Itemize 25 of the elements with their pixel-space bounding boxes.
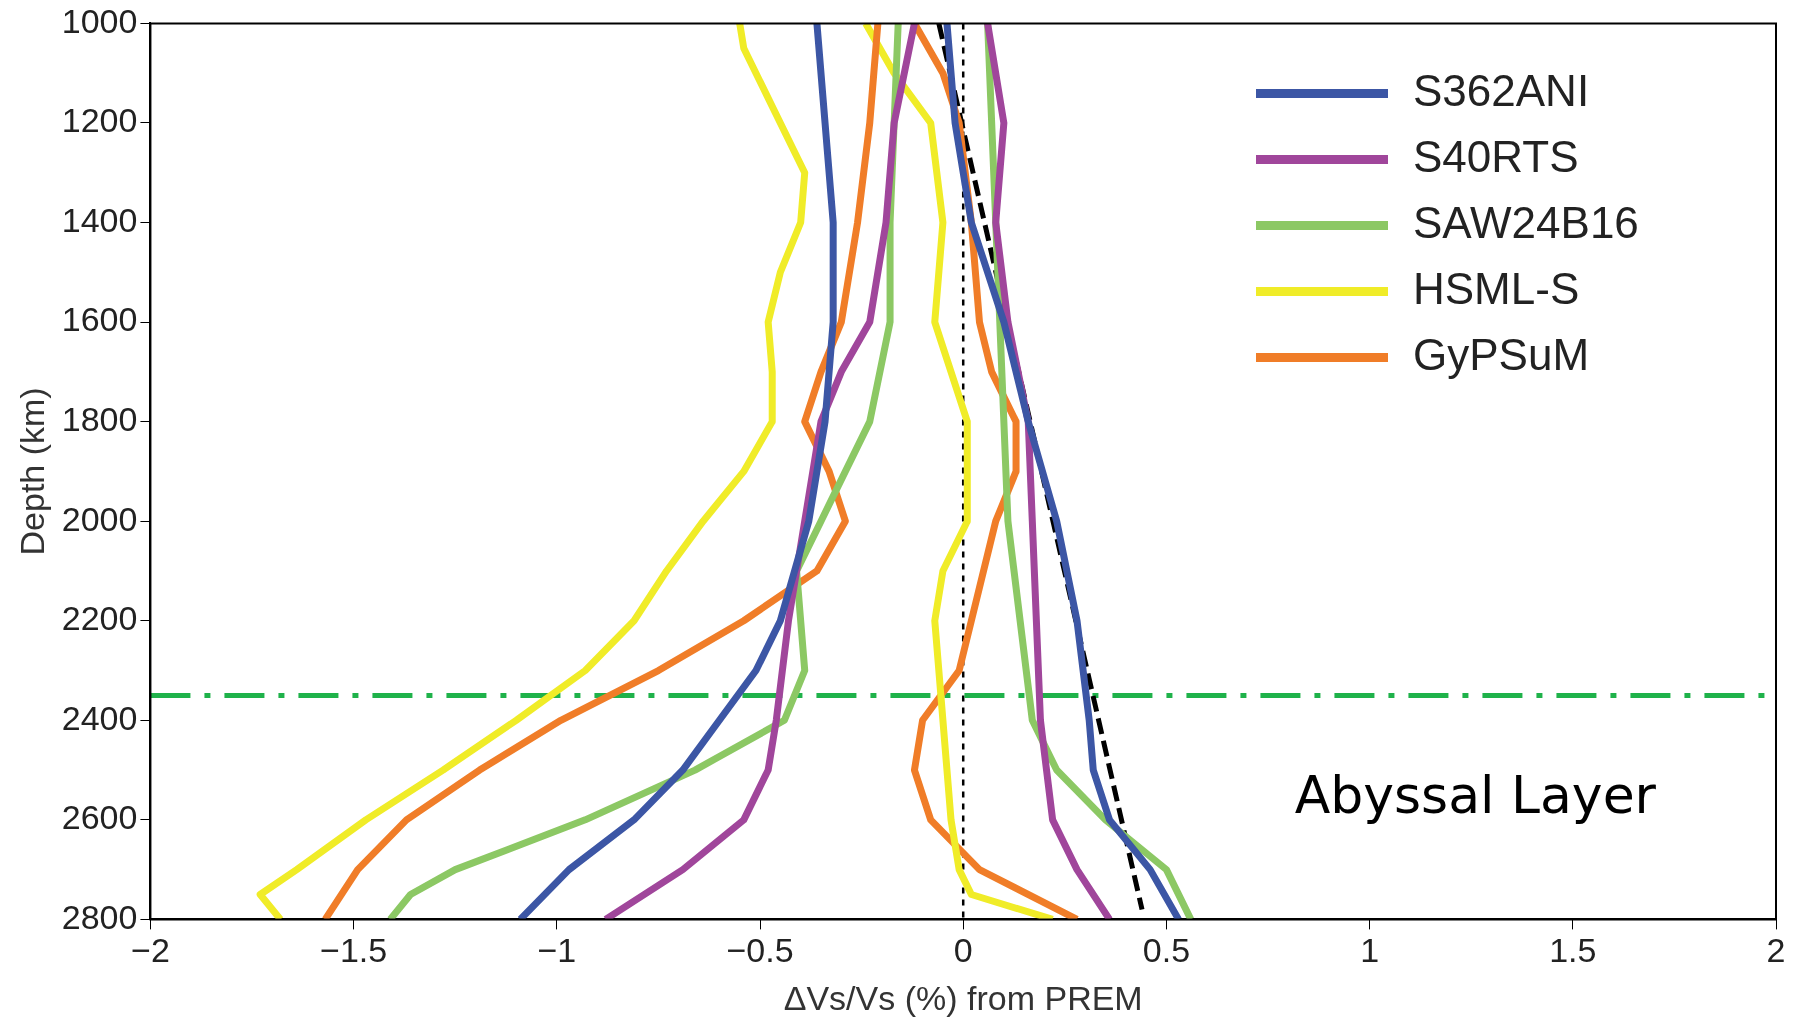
y-tick-label: 2200 [61,599,138,638]
legend-label: S40RTS [1413,131,1579,181]
x-tick-label: −0.5 [726,931,794,970]
y-axis-title: Depth (km) [12,387,51,556]
x-tick-label: 0 [953,931,973,970]
y-tick-label: 2000 [61,499,138,538]
legend-label: HSML-S [1413,263,1580,313]
y-tick-label: 1600 [61,300,138,339]
x-tick-label: −1 [537,931,577,970]
y-tick-label: 2400 [61,698,138,737]
legend-label: S362ANI [1413,65,1590,115]
y-tick-label: 1000 [61,1,138,40]
y-tick-label: 2600 [61,798,138,837]
legend-label: GyPSuM [1413,329,1590,379]
annotation: Abyssal Layer [1294,764,1657,825]
y-tick-label: 1800 [61,400,138,438]
x-tick-label: 1 [1360,931,1380,970]
legend-label: SAW24B16 [1413,197,1639,247]
x-tick-label: 2 [1766,931,1786,970]
x-tick-label: 0.5 [1142,931,1191,970]
x-tick-label: −1.5 [320,931,388,970]
x-tick-label: 1.5 [1549,931,1597,970]
x-axis-title: ΔVs/Vs (%) from PREM [783,978,1143,1017]
y-tick-label: 1400 [61,200,138,239]
y-tick-label: 1200 [61,101,138,140]
